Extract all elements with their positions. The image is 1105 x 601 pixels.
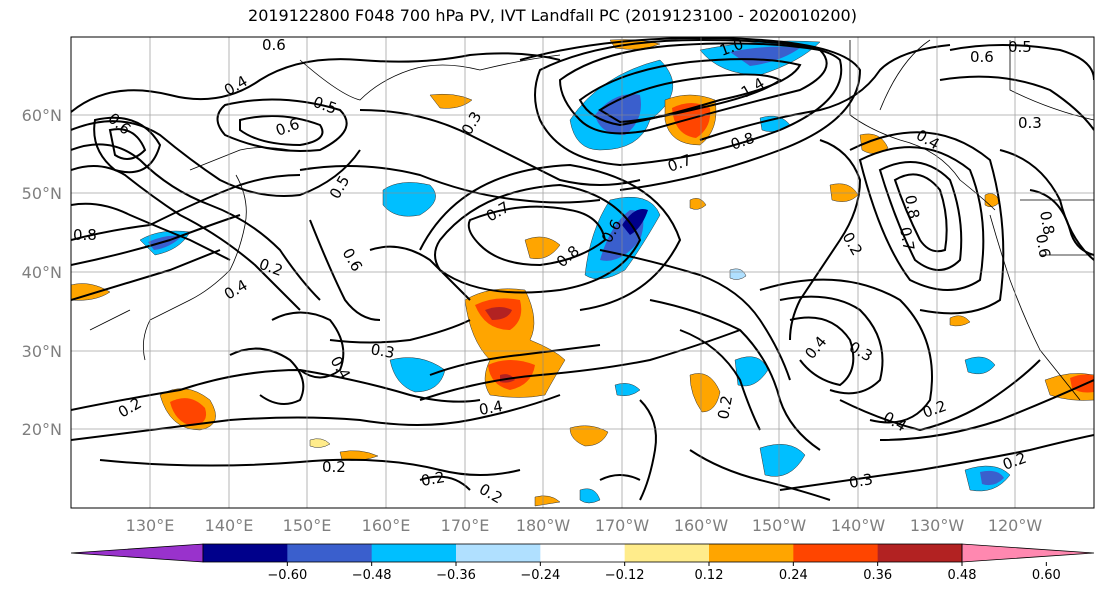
negative-anomaly-patch: [729, 268, 747, 280]
lon-label: 150°E: [283, 516, 332, 535]
colorbar-tick-label: 0.12: [695, 568, 724, 583]
colorbar-tick-label: 0.36: [863, 568, 892, 583]
colorbar-segment: [709, 544, 794, 562]
colorbar-tick-label: −0.36: [436, 568, 476, 583]
colorbar-segment: [456, 544, 541, 562]
positive-anomaly-patch: [170, 398, 207, 426]
positive-anomaly-patch: [429, 93, 473, 109]
colorbar-segment: [793, 544, 879, 562]
contour-label: 0.4: [478, 397, 505, 419]
lon-label: 170°E: [441, 516, 490, 535]
lon-label: 120°W: [988, 516, 1043, 535]
positive-anomaly-patch: [524, 236, 561, 259]
longitude-labels: 130°E 140°E 150°E 160°E 170°E 180°W 170°…: [126, 516, 1043, 535]
contour-label: 1.0: [717, 35, 746, 60]
latitude-labels: 60°N 50°N 40°N 30°N 20°N: [22, 106, 62, 439]
colorbar-tick-label: 0.48: [948, 568, 977, 583]
contour-label: 0.6: [262, 36, 286, 54]
lat-label: 20°N: [22, 420, 62, 439]
pv-contours: [71, 37, 1094, 501]
negative-anomaly-patch: [382, 182, 436, 217]
colorbar-tick-label: −0.24: [520, 568, 560, 583]
negative-anomaly-patch: [579, 488, 601, 504]
positive-anomaly-patch: [859, 133, 889, 154]
lat-label: 40°N: [22, 263, 62, 282]
negative-anomaly-patch: [964, 356, 996, 375]
negative-anomaly-patch: [595, 94, 641, 135]
colorbar-tick-label: −0.48: [352, 568, 392, 583]
lat-label: 60°N: [22, 106, 62, 125]
colorbar-segment: [540, 544, 626, 562]
colorbar-segment: [371, 544, 457, 562]
colorbar-tick-label: −0.60: [267, 568, 307, 583]
map-frame: [70, 36, 1095, 509]
contour-label: 0.7: [896, 226, 918, 253]
graticule: [71, 37, 1094, 508]
contour-label: 0.6: [1032, 233, 1054, 260]
contour-label: 0.2: [714, 394, 736, 421]
positive-anomaly-patch: [689, 198, 707, 210]
contour-label: 0.8: [1036, 210, 1058, 237]
colorbar-segment: [624, 544, 710, 562]
contour-label: 0.3: [1018, 114, 1042, 132]
positive-anomaly-patch: [309, 438, 331, 448]
contour-label: 0.8: [901, 194, 923, 221]
contour-label: 0.2: [322, 458, 346, 476]
coastlines: [89, 39, 1094, 401]
contour-label: 0.6: [970, 48, 994, 66]
positive-anomaly-patch: [689, 373, 721, 413]
colorbar-tick-label: 0.60: [1032, 568, 1061, 583]
colorbar-frame: [202, 543, 963, 563]
positive-anomaly-patch: [534, 495, 561, 507]
positive-anomaly-patch: [488, 360, 535, 390]
contour-label: 0.3: [848, 470, 875, 492]
positive-anomaly-patch: [485, 307, 512, 320]
colorbar-tick-label: −0.12: [605, 568, 645, 583]
colorbar-extend-low: [70, 543, 204, 563]
lon-label: 140°W: [831, 516, 886, 535]
contour-label: 0.5: [1008, 38, 1032, 56]
colorbar-segment: [203, 544, 288, 562]
contour-label: 0.2: [420, 468, 447, 490]
lon-label: 160°E: [362, 516, 411, 535]
lon-label: 160°W: [674, 516, 729, 535]
colorbar: [70, 543, 1095, 563]
contour-label: 0.8: [73, 226, 97, 244]
positive-anomaly-patch: [949, 315, 971, 327]
lon-label: 180°W: [516, 516, 571, 535]
lon-label: 140°E: [205, 516, 254, 535]
negative-anomaly-patch: [389, 357, 446, 393]
contour-label: 0.3: [369, 340, 396, 362]
colorbar-segment: [877, 544, 963, 562]
negative-anomaly-patch: [980, 470, 1004, 486]
colorbar-extend-high: [961, 543, 1095, 563]
negative-anomaly-patch: [730, 46, 800, 66]
colorbar-tick-label: 0.24: [779, 568, 808, 583]
colorbar-ticks: −0.60 −0.48 −0.36 −0.24 −0.12 0.12 0.24 0.36 0.4…: [267, 562, 1061, 583]
lat-label: 30°N: [22, 342, 62, 361]
map-title: 2019122800 F048 700 hPa PV, IVT Landfall…: [248, 6, 857, 25]
lon-label: 150°W: [752, 516, 807, 535]
lon-label: 130°E: [126, 516, 175, 535]
colorbar-segment: [287, 544, 373, 562]
negative-anomaly-patch: [622, 209, 648, 235]
lat-label: 50°N: [22, 184, 62, 203]
negative-anomaly-patch: [759, 444, 806, 477]
positive-anomaly-patch: [569, 425, 609, 447]
lon-label: 170°W: [595, 516, 650, 535]
lon-label: 130°W: [910, 516, 965, 535]
